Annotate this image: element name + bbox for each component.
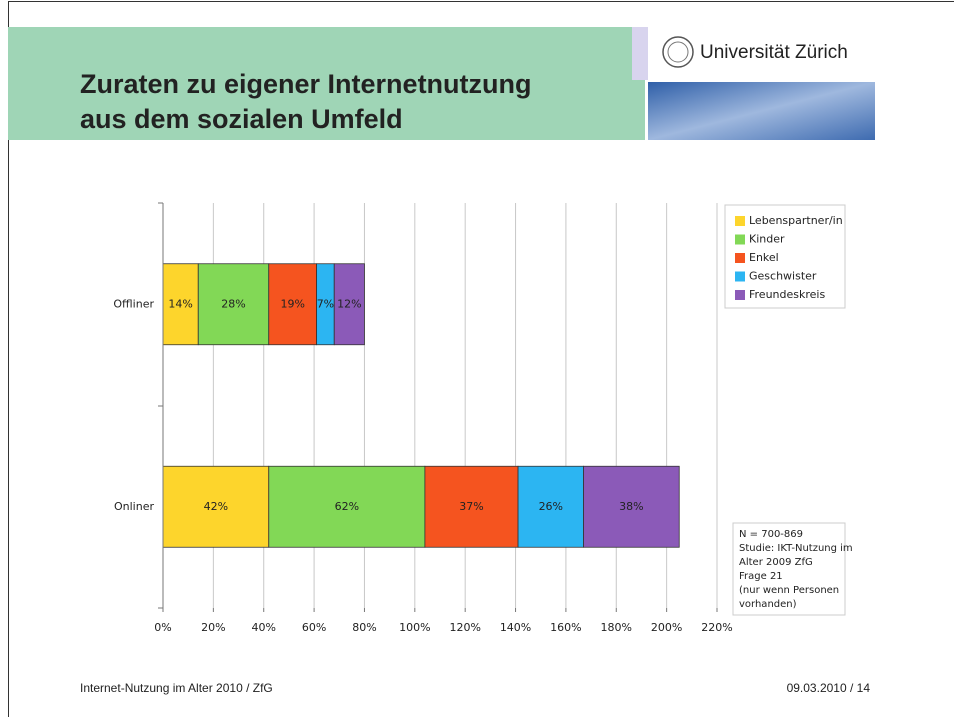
legend-swatch bbox=[735, 271, 745, 282]
legend-label: Enkel bbox=[749, 251, 779, 264]
legend: Lebenspartner/in Kinder Enkel Geschwister Fr… bbox=[735, 214, 843, 301]
logo-seal bbox=[662, 36, 694, 68]
value-label: 7% bbox=[317, 297, 334, 310]
header-accent bbox=[632, 27, 648, 80]
slide-border bbox=[8, 1, 954, 717]
legend-label: Kinder bbox=[749, 233, 785, 246]
value-label: 37% bbox=[459, 500, 483, 513]
legend-swatch bbox=[735, 253, 745, 263]
x-tick-label: 160% bbox=[550, 621, 581, 634]
x-tick-label: 80% bbox=[352, 621, 376, 634]
note-line: Studie: IKT-Nutzung im bbox=[739, 543, 853, 554]
value-label: 14% bbox=[168, 297, 192, 310]
header-band bbox=[8, 27, 645, 140]
category-label: Onliner bbox=[114, 500, 154, 513]
bar-segment bbox=[268, 465, 426, 548]
value-label: 42% bbox=[204, 500, 228, 513]
note-line: Frage 21 bbox=[739, 571, 783, 582]
x-tick-label: 220% bbox=[701, 621, 732, 634]
bar-segment bbox=[583, 465, 680, 548]
title-line: aus dem sozialen Umfeld bbox=[80, 104, 403, 134]
bar-segment bbox=[162, 465, 270, 548]
x-tick-label: 0% bbox=[154, 621, 171, 634]
value-label: 62% bbox=[335, 500, 359, 513]
note: N = 700-869 Studie: IKT-Nutzung im Alter 2… bbox=[739, 529, 853, 610]
note-line: Alter 2009 ZfG bbox=[739, 557, 813, 568]
category-label: Offliner bbox=[113, 297, 154, 310]
note-box bbox=[732, 522, 846, 616]
title-line: Zuraten zu eigener Internetnutzung bbox=[80, 69, 532, 99]
value-label: 12% bbox=[337, 297, 361, 310]
value-label: 28% bbox=[221, 297, 245, 310]
value-label: 38% bbox=[619, 500, 643, 513]
x-tick-label: 200% bbox=[651, 621, 682, 634]
bars: Offliner 14% 28% 19% 7% 12% Onliner 42% 62% 37% 26… bbox=[113, 263, 680, 548]
value-label: 26% bbox=[539, 500, 563, 513]
bar-segment bbox=[517, 465, 584, 548]
note-line: N = 700-869 bbox=[739, 529, 803, 540]
legend-swatch bbox=[735, 290, 745, 300]
footer-right: 09.03.2010 / 14 bbox=[787, 681, 871, 695]
footer-left: Internet-Nutzung im Alter 2010 / ZfG bbox=[80, 681, 273, 695]
value-label: 19% bbox=[280, 297, 304, 310]
bar-segment bbox=[424, 465, 519, 548]
note-line: vorhanden) bbox=[739, 599, 797, 610]
x-tick-label: 100% bbox=[399, 621, 430, 634]
x-tick-label: 140% bbox=[500, 621, 531, 634]
note-line: (nur wenn Personen bbox=[739, 585, 839, 596]
x-tick-label: 60% bbox=[302, 621, 326, 634]
x-tick-label: 20% bbox=[201, 621, 225, 634]
legend-label: Lebenspartner/in bbox=[749, 214, 843, 227]
bar-segment bbox=[268, 263, 318, 346]
bar-segment bbox=[333, 263, 365, 346]
bar-segment bbox=[162, 263, 199, 346]
legend-label: Freundeskreis bbox=[749, 288, 825, 301]
logo-text: Universität Zürich bbox=[700, 42, 848, 63]
legend-label: Geschwister bbox=[749, 270, 817, 283]
x-tick-label: 120% bbox=[449, 621, 480, 634]
legend-swatch bbox=[735, 216, 745, 226]
header-image bbox=[648, 82, 875, 140]
x-tick-label: 180% bbox=[601, 621, 632, 634]
logo-seal-inner bbox=[667, 41, 689, 63]
x-tick-label: 40% bbox=[252, 621, 276, 634]
bar-segment bbox=[197, 263, 270, 346]
legend-swatch bbox=[735, 234, 745, 245]
